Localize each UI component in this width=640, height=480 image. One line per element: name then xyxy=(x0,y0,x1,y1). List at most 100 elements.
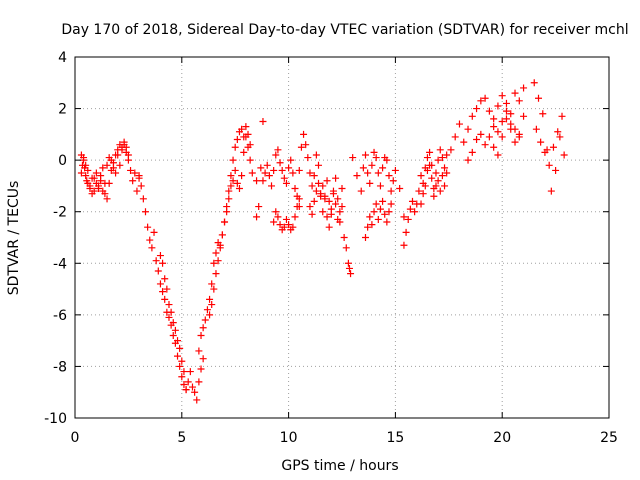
data-point xyxy=(80,156,88,164)
data-point xyxy=(156,252,164,260)
data-point xyxy=(334,215,342,223)
data-point xyxy=(317,192,325,200)
data-point xyxy=(223,208,231,216)
data-point xyxy=(426,148,434,156)
data-point xyxy=(473,136,481,144)
data-point xyxy=(374,215,382,223)
data-point xyxy=(289,169,297,177)
data-point xyxy=(159,288,167,296)
data-point xyxy=(321,195,329,203)
data-point xyxy=(270,218,278,226)
data-point xyxy=(195,347,203,355)
data-point xyxy=(481,94,489,102)
data-point xyxy=(376,182,384,190)
data-point xyxy=(345,264,353,272)
data-point xyxy=(291,185,299,193)
data-point xyxy=(127,166,135,174)
data-point xyxy=(327,205,335,213)
data-point xyxy=(308,182,316,190)
data-point xyxy=(537,138,545,146)
data-point xyxy=(227,182,235,190)
data-point xyxy=(274,213,282,221)
data-point xyxy=(152,257,160,265)
data-points xyxy=(77,79,568,404)
data-point xyxy=(494,128,502,136)
data-point xyxy=(255,203,263,211)
data-point xyxy=(443,151,451,159)
data-point xyxy=(203,306,211,314)
data-point xyxy=(174,352,182,360)
data-point xyxy=(502,115,510,123)
data-point xyxy=(498,133,506,141)
data-point xyxy=(436,187,444,195)
data-point xyxy=(248,169,256,177)
data-point xyxy=(120,138,128,146)
data-point xyxy=(376,205,384,213)
x-tick-label: 5 xyxy=(177,430,186,446)
data-point xyxy=(242,133,250,141)
data-point xyxy=(438,154,446,162)
data-point xyxy=(366,179,374,187)
data-point xyxy=(368,221,376,229)
data-point xyxy=(88,190,96,198)
data-point xyxy=(103,195,111,203)
data-point xyxy=(276,221,284,229)
data-point xyxy=(208,301,216,309)
data-point xyxy=(259,177,267,185)
data-point xyxy=(293,203,301,211)
data-point xyxy=(455,120,463,128)
data-point xyxy=(507,110,515,118)
data-point xyxy=(295,195,303,203)
data-point xyxy=(225,187,233,195)
data-point xyxy=(319,208,327,216)
data-point xyxy=(379,197,387,205)
data-point xyxy=(216,241,224,249)
x-tick-label: 20 xyxy=(493,430,511,446)
data-point xyxy=(432,182,440,190)
data-point xyxy=(137,182,145,190)
data-point xyxy=(361,151,369,159)
data-point xyxy=(107,156,115,164)
data-point xyxy=(441,182,449,190)
y-tick-label: 4 xyxy=(58,50,67,66)
data-point xyxy=(244,143,252,151)
data-point xyxy=(554,128,562,136)
data-point xyxy=(235,185,243,193)
data-point xyxy=(210,285,218,293)
data-point xyxy=(165,313,173,321)
data-point xyxy=(206,311,214,319)
data-point xyxy=(347,270,355,278)
data-point xyxy=(423,166,431,174)
data-point xyxy=(434,177,442,185)
data-point xyxy=(315,179,323,187)
data-point xyxy=(278,166,286,174)
data-point xyxy=(86,185,94,193)
data-point xyxy=(201,316,209,324)
data-point xyxy=(556,133,564,141)
data-point xyxy=(141,208,149,216)
data-point xyxy=(233,136,241,144)
data-point xyxy=(159,259,167,267)
data-point xyxy=(468,112,476,120)
data-point xyxy=(282,179,290,187)
data-point xyxy=(310,172,318,180)
data-point xyxy=(268,182,276,190)
data-point xyxy=(285,164,293,172)
data-point xyxy=(240,148,248,156)
data-point xyxy=(541,148,549,156)
data-point xyxy=(169,319,177,327)
data-point xyxy=(214,257,222,265)
data-point xyxy=(227,172,235,180)
data-point xyxy=(238,125,246,133)
data-point xyxy=(174,337,182,345)
data-point xyxy=(520,112,528,120)
data-point xyxy=(340,234,348,241)
data-point xyxy=(447,146,455,154)
data-point xyxy=(169,331,177,339)
data-point xyxy=(315,161,323,169)
data-point xyxy=(560,151,568,159)
x-axis-label: GPS time / hours xyxy=(281,458,398,474)
data-point xyxy=(558,112,566,120)
data-point xyxy=(438,172,446,180)
data-point xyxy=(535,94,543,102)
